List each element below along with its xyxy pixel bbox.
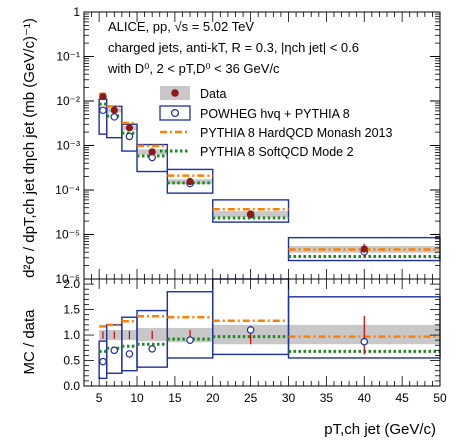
legend-label-powheg: POWHEG hvq + PYTHIA 8 (200, 107, 350, 121)
powheg-point (125, 132, 134, 141)
bottom-panel: 5 10 15 20 25 30 35 40 45 50 0.0 0.5 1.0 1.5 2.0 (63, 277, 447, 405)
ratio-powheg-band (166, 291, 214, 359)
y-axis-title-bottom: MC / data (21, 309, 38, 375)
x-tick-label: 5 (96, 391, 103, 405)
x-tick-label: 10 (130, 391, 144, 405)
legend-powheg-band-swatch (159, 105, 191, 121)
bottom-y-tick-label: 1.0 (63, 328, 80, 342)
annotation-block: ALICE, pp, √s = 5.02 TeV charged jets, a… (107, 19, 359, 76)
ratio-powheg-point (110, 346, 119, 355)
x-tick-label: 45 (395, 391, 409, 405)
top-y-tick-label: 10⁻⁴ (55, 183, 80, 197)
x-tick-label: 30 (282, 391, 296, 405)
x-tick-label: 20 (206, 391, 220, 405)
legend-powheg-marker (171, 108, 180, 117)
legend-label-softqcd: PYTHIA 8 SoftQCD Mode 2 (200, 145, 354, 159)
data-point (110, 106, 118, 114)
legend-entry-powheg: POWHEG hvq + PYTHIA 8 (159, 105, 350, 121)
x-tick-label: 25 (244, 391, 258, 405)
ratio-powheg-point (360, 337, 369, 346)
legend-entry-hardqcd: PYTHIA 8 HardQCD Monash 2013 (160, 126, 392, 140)
top-y-tick-label: 10⁻³ (56, 139, 80, 153)
legend-label-data: Data (200, 87, 226, 101)
legend-entry-data: Data (160, 86, 226, 101)
powheg-point (110, 113, 119, 121)
ratio-powheg-band (121, 316, 138, 372)
x-tick-label: 15 (168, 391, 182, 405)
powheg-band (136, 143, 169, 173)
annotation-line-1: ALICE, pp, √s = 5.02 TeV (108, 19, 254, 34)
y-axis-title-top: d²σ / dpT,ch jet dηch jet (mb (GeV/c)⁻¹) (21, 18, 38, 278)
legend-entry-softqcd: PYTHIA 8 SoftQCD Mode 2 (160, 145, 354, 159)
x-tick-label: 50 (433, 391, 447, 405)
data-point (125, 124, 134, 132)
annotation-line-3: with D⁰, 2 < pT,D⁰ < 36 GeV/c (107, 61, 280, 76)
powheg-point (99, 106, 107, 115)
legend-label-hardqcd: PYTHIA 8 HardQCD Monash 2013 (200, 126, 392, 140)
ratio-powheg-point (186, 336, 194, 344)
top-y-tick-label: 10⁻⁵ (55, 228, 80, 242)
bottom-y-tick-label: 0.0 (63, 379, 80, 393)
data-point (247, 210, 255, 218)
ratio-powheg-point (148, 345, 156, 353)
x-axis-title: pT,ch jet (GeV/c) (324, 421, 436, 438)
annotation-line-2: charged jets, anti-kT, R = 0.3, |ηch jet… (108, 40, 359, 55)
legend: Data POWHEG hvq + PYTHIA 8 PYTHIA 8 Hard… (159, 86, 392, 159)
x-tick-label: 35 (320, 391, 334, 405)
bottom-y-tick-label: 1.5 (63, 303, 80, 317)
top-panel: 10⁻⁶ 10⁻⁵ 10⁻⁴ 10⁻³ 10⁻² 10⁻¹ 1 (55, 5, 441, 286)
powheg-band (166, 168, 214, 194)
x-tick-label: 40 (358, 391, 372, 405)
ratio-powheg-point (125, 350, 134, 358)
data-point (99, 93, 107, 101)
top-y-tick-label: 10⁻¹ (56, 50, 80, 64)
ratio-powheg-point (246, 326, 255, 334)
bottom-plot-frame (83, 278, 441, 387)
bottom-y-tick-label: 0.5 (63, 354, 80, 368)
top-y-tick-label: 1 (73, 5, 80, 19)
data-point (148, 148, 156, 156)
bottom-y-tick-label: 2.0 (63, 277, 80, 291)
data-point (360, 245, 368, 253)
legend-data-marker (171, 89, 179, 97)
powheg-band (212, 199, 290, 223)
data-point (186, 177, 194, 186)
top-y-tick-label: 10⁻² (56, 94, 80, 108)
ratio-powheg-point (99, 357, 107, 366)
top-y-tick-label: 10⁻⁶ (55, 272, 80, 286)
